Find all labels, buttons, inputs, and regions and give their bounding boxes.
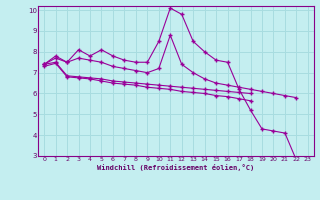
X-axis label: Windchill (Refroidissement éolien,°C): Windchill (Refroidissement éolien,°C) (97, 164, 255, 171)
